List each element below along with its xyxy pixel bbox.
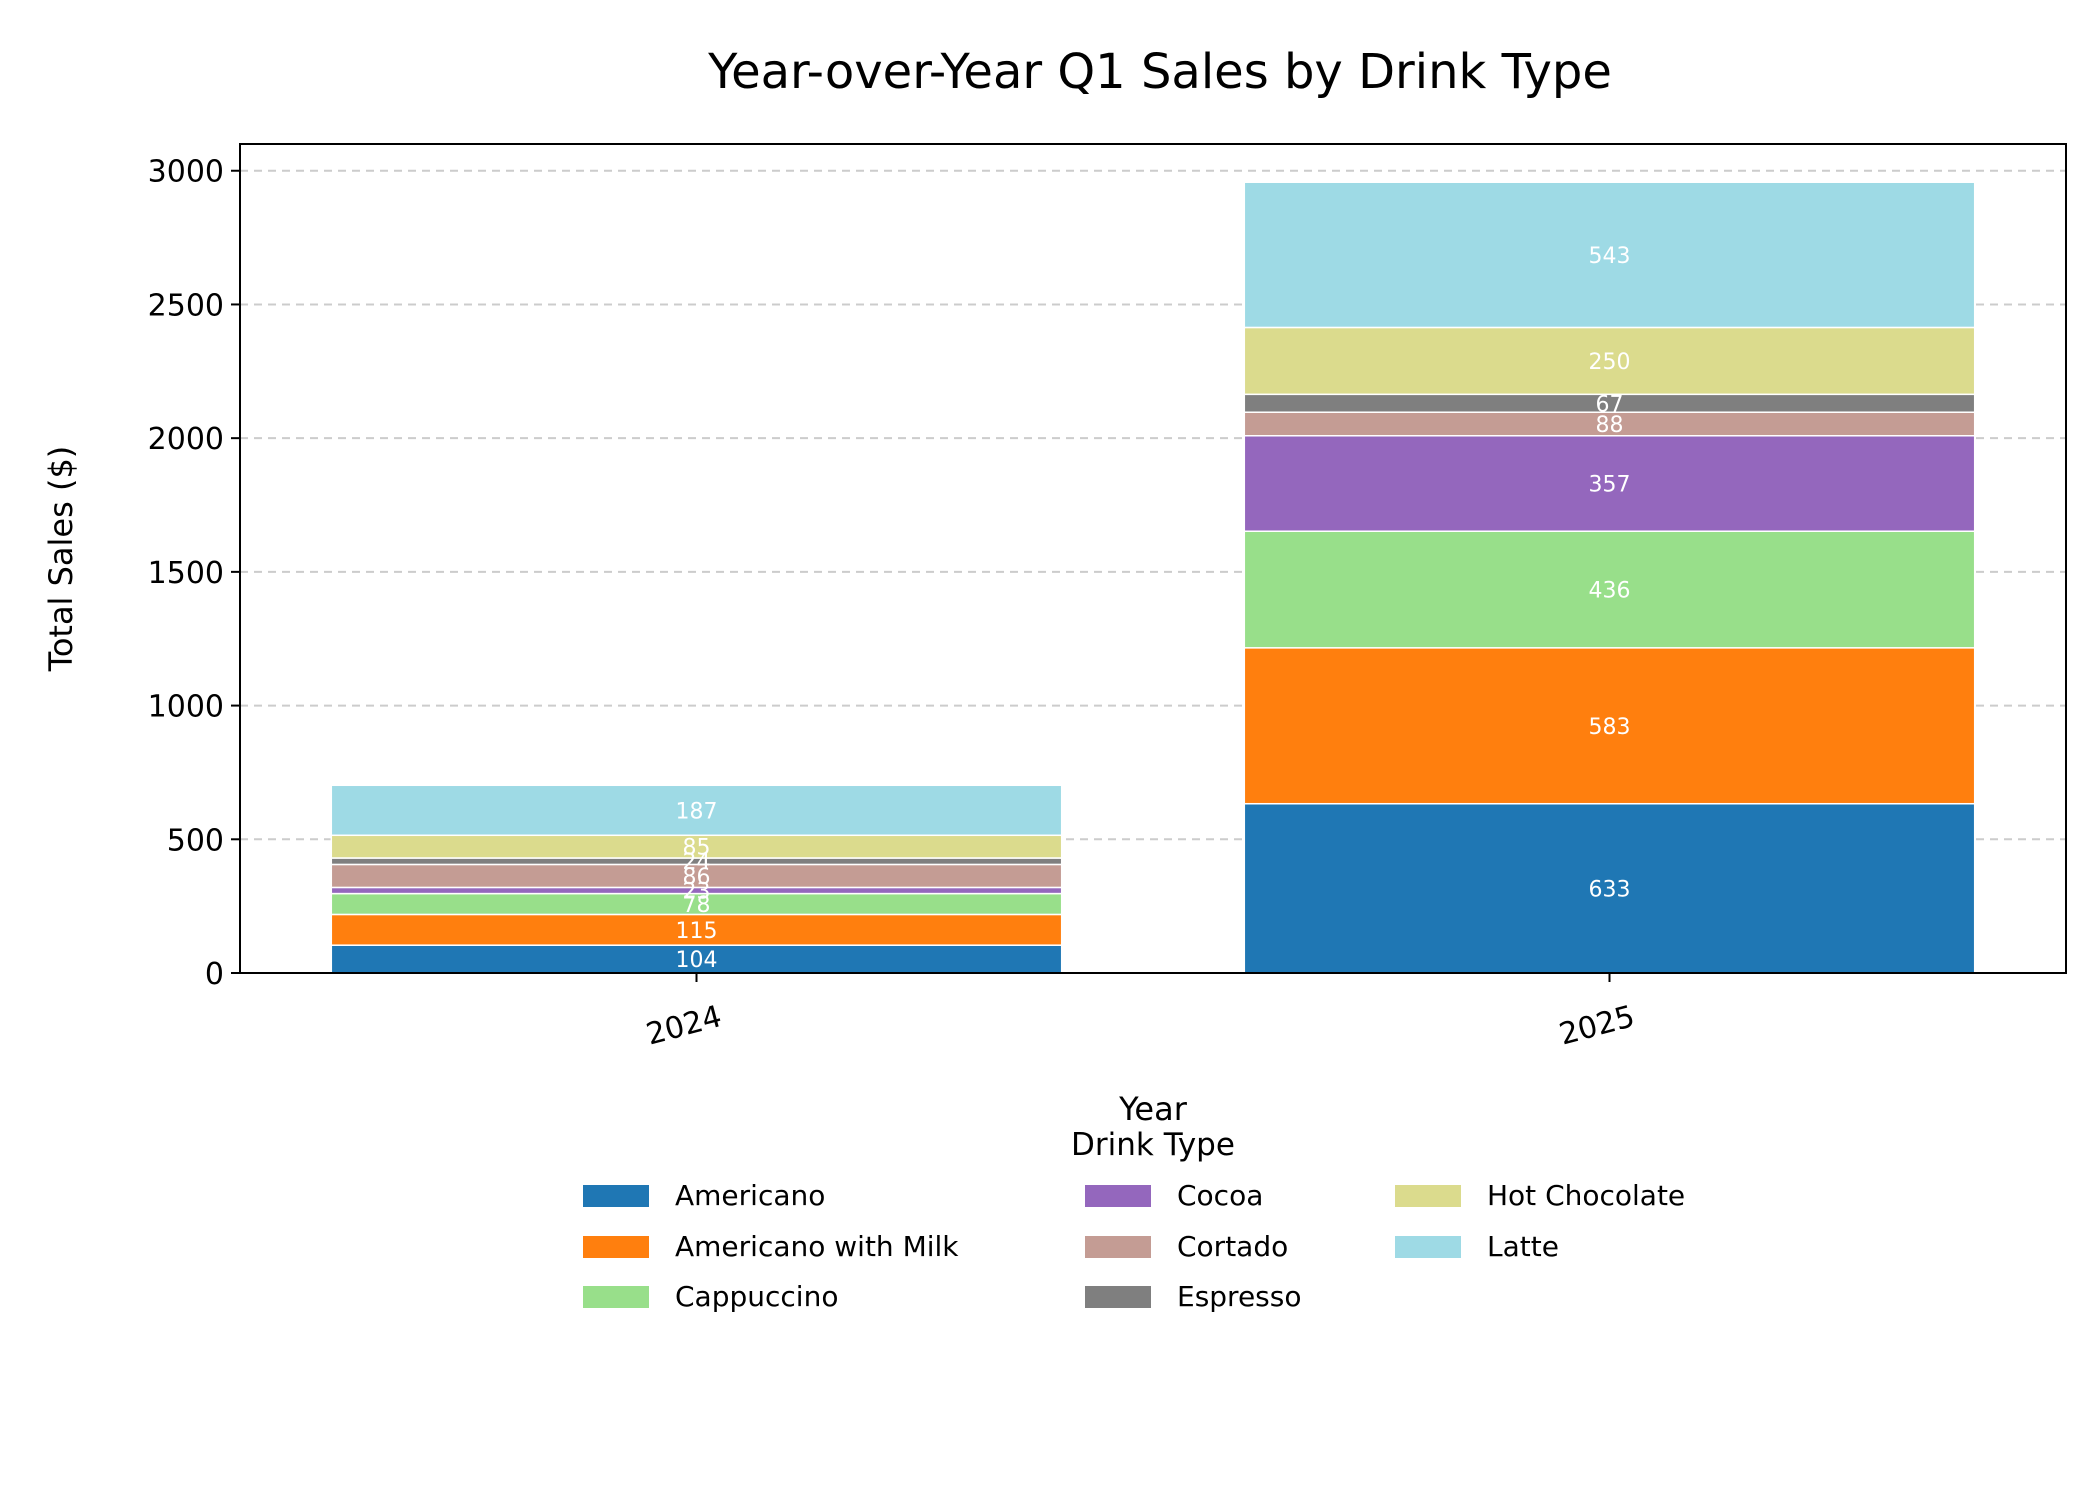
y-axis-title: Total Sales ($) — [42, 446, 80, 673]
bar-segment — [330, 913, 1063, 946]
data-label: 583 — [1589, 715, 1631, 740]
data-label: 23 — [683, 880, 711, 905]
x-tick-label: 2025 — [1556, 999, 1639, 1053]
legend-swatch — [1085, 1286, 1151, 1308]
y-tick-label: 0 — [205, 957, 224, 992]
data-label: 115 — [676, 919, 718, 944]
legend-title: Drink Type — [1071, 1127, 1235, 1163]
legend-swatch — [1085, 1185, 1151, 1207]
legend-entry: Latte — [1487, 1230, 1559, 1263]
y-tick-label: 3000 — [148, 155, 224, 190]
y-tick-label: 2500 — [148, 288, 224, 323]
data-label: 187 — [676, 799, 718, 824]
bar-segment — [1243, 181, 1976, 329]
data-label: 104 — [676, 948, 718, 973]
legend-entry: Cortado — [1177, 1230, 1288, 1263]
data-label: 357 — [1589, 472, 1631, 497]
legend-entry: Americano with Milk — [675, 1230, 959, 1263]
legend-swatch — [583, 1236, 649, 1258]
bar-segment — [330, 784, 1063, 837]
legend-swatch — [583, 1185, 649, 1207]
y-tick-label: 500 — [167, 823, 224, 858]
plot-frame — [239, 143, 2067, 974]
legend-entry: Espresso — [1177, 1280, 1301, 1313]
legend-entry: Cocoa — [1177, 1179, 1263, 1212]
legend: Drink Type Americano Americano with Milk C… — [583, 1127, 1685, 1313]
data-label: 85 — [683, 836, 711, 861]
legend-entry: Americano — [675, 1179, 825, 1212]
legend-swatch — [1085, 1236, 1151, 1258]
data-label: 24 — [683, 850, 711, 875]
data-label: 633 — [1589, 877, 1631, 902]
x-axis: 2024 2025 — [643, 973, 1639, 1053]
data-label: 88 — [1596, 413, 1624, 438]
bar-segment — [1243, 647, 1976, 805]
x-axis-title: Year — [1118, 1090, 1188, 1128]
legend-entry: Cappuccino — [675, 1280, 838, 1313]
legend-swatch — [583, 1286, 649, 1308]
legend-swatch — [1395, 1236, 1461, 1258]
data-label: 436 — [1589, 579, 1631, 604]
bar-segment — [1243, 802, 1976, 974]
legend-entry: Hot Chocolate — [1487, 1179, 1685, 1212]
y-axis: 0 500 1000 1500 2000 2500 3000 — [148, 155, 240, 992]
bars — [330, 181, 1976, 974]
bar-segment — [330, 944, 1063, 974]
data-label: 78 — [683, 893, 711, 918]
x-tick-label: 2024 — [643, 999, 726, 1053]
y-tick-label: 1000 — [148, 690, 224, 725]
chart-title: Year-over-Year Q1 Sales by Drink Type — [707, 44, 1612, 100]
data-label: 250 — [1589, 350, 1631, 375]
bar-segment — [1243, 530, 1976, 649]
data-label: 543 — [1589, 244, 1631, 269]
y-tick-label: 1500 — [148, 556, 224, 591]
y-tick-label: 2000 — [148, 422, 224, 457]
bar-segment — [1243, 435, 1976, 532]
data-label: 86 — [683, 865, 711, 890]
bar-segment — [1243, 326, 1976, 396]
legend-swatch — [1395, 1185, 1461, 1207]
data-label: 67 — [1596, 392, 1624, 417]
